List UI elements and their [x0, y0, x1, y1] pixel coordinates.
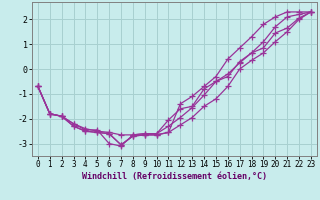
X-axis label: Windchill (Refroidissement éolien,°C): Windchill (Refroidissement éolien,°C)	[82, 172, 267, 181]
